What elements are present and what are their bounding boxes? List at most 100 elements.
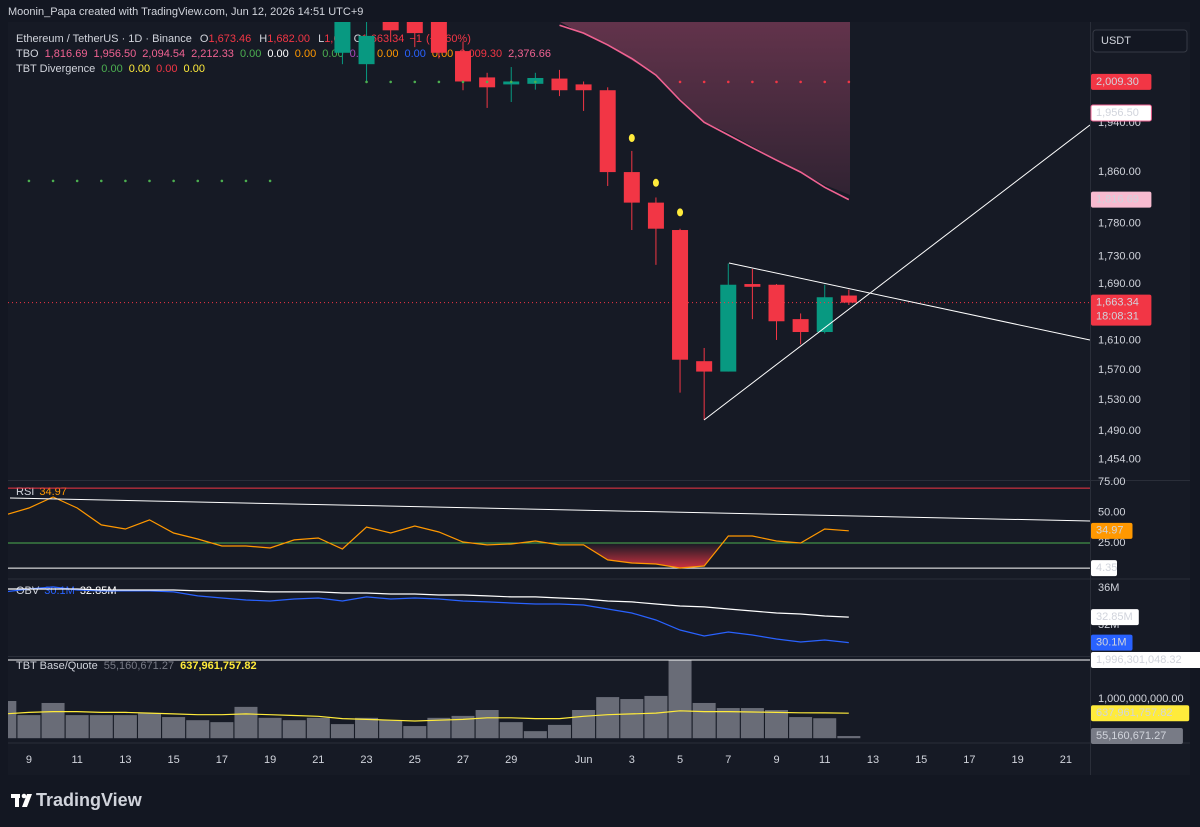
price-label: 1,816.69 xyxy=(1096,194,1139,206)
indicator-value: 0.00 xyxy=(240,48,261,60)
bar xyxy=(451,715,475,739)
price-label: 55,160,671.27 xyxy=(1096,730,1166,742)
currency[interactable]: USDT xyxy=(1101,35,1131,47)
bar xyxy=(499,722,523,739)
candle-body xyxy=(720,284,737,372)
countdown: 18:08:31 xyxy=(1096,311,1139,323)
y-tick-label: 25.00 xyxy=(1098,537,1126,549)
price-label-box xyxy=(1091,705,1190,722)
price-label-box xyxy=(1091,522,1133,539)
legend-name: RSI xyxy=(16,486,34,498)
candle-body xyxy=(816,297,833,333)
price-label: 1,996,301,048.32 xyxy=(1096,654,1182,666)
ohlc-value: 1,673.46 xyxy=(208,33,251,45)
attribution: Moonin_Papa created with TradingView.com… xyxy=(8,6,363,18)
dot xyxy=(413,80,417,84)
price-label-box xyxy=(1091,728,1183,745)
x-tick-label: 7 xyxy=(725,754,731,766)
ohlc-value: 1,682.00 xyxy=(267,33,310,45)
dot xyxy=(823,80,827,84)
indicator-name: TBT Divergence xyxy=(16,63,95,75)
dot xyxy=(485,80,489,84)
candle-body xyxy=(840,295,857,303)
price-label: 34.97 xyxy=(1096,525,1124,537)
dot xyxy=(220,179,224,183)
bar xyxy=(162,717,186,739)
signal-dot xyxy=(652,178,659,187)
bar xyxy=(379,720,403,739)
series-line xyxy=(8,588,849,618)
candle-body xyxy=(792,319,809,333)
candle-body xyxy=(599,90,616,173)
x-tick-label: 23 xyxy=(360,754,372,766)
pane xyxy=(8,586,849,644)
dot xyxy=(75,179,79,183)
legend-name: OBV xyxy=(16,585,40,597)
bar xyxy=(355,717,379,739)
indicator-value: 0.00 xyxy=(101,63,122,75)
bar xyxy=(668,660,692,739)
legend-name: TBT Base/Quote xyxy=(16,660,98,672)
bar xyxy=(113,715,137,739)
bar xyxy=(572,710,596,739)
rsi-legend: RSI 34.97 xyxy=(16,486,67,498)
symbol-legend: Ethereum / TetherUS · 1D · Binance O1,673… xyxy=(16,33,471,45)
x-tick-label: 11 xyxy=(71,754,82,766)
currency-box[interactable] xyxy=(1092,29,1188,53)
candle-body xyxy=(696,361,713,372)
legend-value: 637,961,757.82 xyxy=(180,660,256,672)
candle-body xyxy=(551,78,568,91)
bar xyxy=(8,701,17,739)
bar xyxy=(523,731,547,739)
price-label-box xyxy=(1091,294,1152,326)
x-tick-label: 17 xyxy=(963,754,975,766)
indicator-value: 0.00 xyxy=(404,48,425,60)
x-tick-label: 21 xyxy=(312,754,324,766)
bar xyxy=(547,724,571,739)
bar xyxy=(403,726,427,739)
dot xyxy=(509,80,513,84)
y-tick-label: 36M xyxy=(1098,582,1119,594)
bar xyxy=(740,708,764,739)
volume-legend: TBT Base/Quote 55,160,671.27 637,961,757.8… xyxy=(16,660,257,672)
legend-value: 34.97 xyxy=(39,486,67,498)
price-label: 4.35 xyxy=(1096,562,1117,574)
dot xyxy=(726,80,730,84)
indicator-value: 0.00 xyxy=(377,48,398,60)
indicator-legend: TBT Divergence 0.00 0.00 0.00 0.00 xyxy=(16,63,205,75)
dot xyxy=(196,179,200,183)
price-label-box xyxy=(1091,560,1117,577)
x-tick-label: 27 xyxy=(457,754,469,766)
dot xyxy=(751,80,754,84)
y-tick-label: 1,610.00 xyxy=(1098,335,1141,347)
bar xyxy=(65,715,89,739)
bar xyxy=(644,695,668,739)
price-label: 32.85M xyxy=(1096,611,1133,623)
dot xyxy=(268,179,272,183)
bar xyxy=(210,722,234,739)
dot xyxy=(51,179,55,183)
bar xyxy=(282,720,306,739)
logo-part xyxy=(21,793,27,799)
price-label: 1,956.50 xyxy=(1096,107,1139,119)
x-tick-label: 19 xyxy=(264,754,276,766)
x-tick-label: 19 xyxy=(1012,754,1024,766)
bar xyxy=(475,710,499,739)
price-label: 30.1M xyxy=(1096,636,1127,648)
indicator-value: 0.00 xyxy=(267,48,288,60)
logo-part xyxy=(15,794,19,807)
dot xyxy=(124,179,127,183)
bar xyxy=(17,715,41,739)
price-label-box xyxy=(1091,73,1152,90)
trendline xyxy=(728,262,1090,341)
candle-body xyxy=(744,284,761,287)
dot xyxy=(799,80,802,84)
x-tick-label: 11 xyxy=(819,754,830,766)
y-tick-label: 75.00 xyxy=(1098,476,1126,488)
bar xyxy=(765,710,789,739)
dot xyxy=(461,80,465,84)
x-tick-label: 29 xyxy=(505,754,517,766)
bar xyxy=(837,736,861,739)
price-label: 2,009.30 xyxy=(1096,76,1139,88)
ohlc-key: O xyxy=(200,33,209,45)
